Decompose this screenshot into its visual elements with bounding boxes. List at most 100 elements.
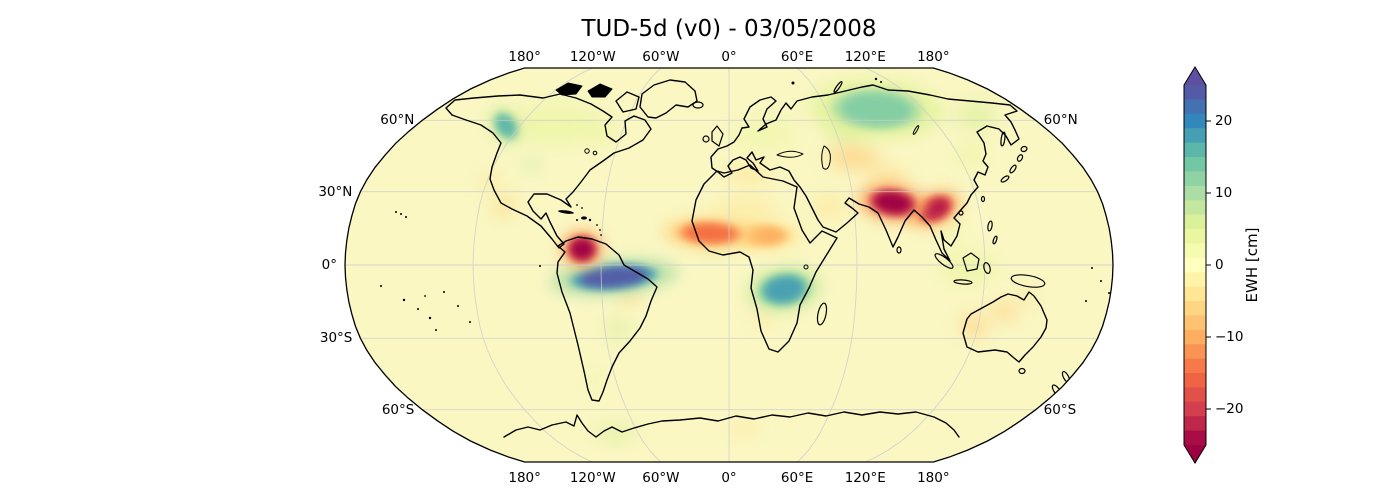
new-guinea [1010,274,1046,288]
anomaly-central-asia [827,145,881,170]
anomaly-tarim-tibet [871,169,908,186]
lon-label-top-180e: 180° [917,49,950,65]
figure-title: TUD-5d (v0) - 03/05/2008 [581,16,877,42]
colorbar-tick-20: 20 [1215,113,1233,129]
lakes [584,125,920,270]
japan-north-honshu [1016,154,1024,162]
hainan [958,210,964,216]
coast-eurasia [710,84,1020,262]
anomaly-northeast-china [954,143,986,167]
anomaly-mediterranean [725,165,773,184]
anomaly-cape-york [1021,289,1034,304]
japan-honshu [1009,164,1017,174]
svalbard [791,81,795,85]
coast-australia [962,291,1048,363]
lon-label-bottom-120e: 120°E [844,470,886,486]
lon-label-top-120w: 120°W [569,49,616,65]
lon-label-bottom-60e: 60°E [780,470,814,486]
great-lake-east [592,150,598,156]
coast-greenland [639,79,698,119]
coast-south-america [556,236,658,402]
anomaly-maritime-continent [938,251,998,284]
lon-label-bottom-180e: 180° [917,470,950,486]
islands-small [380,77,1110,331]
anomaly-dronning-maud-land [730,422,759,436]
lon-label-bottom-0: 0° [721,470,737,486]
colorbar-outline [1183,66,1207,464]
taiwan [980,195,986,203]
colorbar-tick-10: 10 [1215,185,1233,201]
lat-label-left-30s: 30°S [319,330,353,347]
sri-lanka [896,246,902,254]
cuba [558,210,574,214]
tasmania [1018,367,1026,375]
colorbar-tick-m10: −10 [1215,329,1244,345]
coast-arctic-archipelago [555,82,613,98]
hispaniola [581,216,587,220]
anomaly-west-antarctica [594,425,637,442]
anomaly-australia-north [991,302,1017,321]
great-lake-west [584,148,590,154]
black-sea [776,150,804,158]
coast-baffin-island [615,91,640,113]
anomaly-venezuela-orinoco [559,229,605,269]
colorbar-tick-marks [1206,120,1211,410]
galapagos [539,265,541,267]
anomaly-mexico [492,196,517,217]
lon-label-top-180w: 180° [508,49,541,65]
anomaly-canada-shield [513,104,598,146]
philippines-mindanao [992,235,998,245]
anomaly-east-siberia [956,102,997,130]
novaya-zemlya [833,81,843,93]
anomaly-patagonia [587,368,599,392]
anomaly-parana-south-brazil [604,317,630,341]
colorbar-gradient [1184,67,1206,463]
colorbar-axis-label: EWH [cm] [1243,227,1261,303]
lat-label-left-30n: 30°N [318,183,353,200]
japan-hokkaido [1020,145,1028,153]
lake-victoria [803,264,809,270]
anomaly-himalaya-ganges [857,182,928,223]
philippines-luzon [987,220,993,232]
lon-label-bottom-180w: 180° [508,470,541,486]
iceland [692,101,704,109]
lat-label-left-60s: 60°S [381,401,415,418]
colorbar-tick-0: 0 [1215,257,1224,273]
anomaly-british-columbia [488,106,524,146]
sumatra [934,253,954,269]
borneo [962,252,980,272]
caspian-sea [821,145,831,170]
lake-baikal [912,125,920,135]
lat-label-left-0: 0° [321,257,337,273]
ewh-anomaly-layer [480,78,1034,442]
coast-north-america [445,93,652,249]
coast-africa [691,164,838,353]
lat-label-right-60s: 60°S [1043,401,1077,418]
anomaly-arabia [812,194,846,218]
ireland [702,135,710,143]
anomaly-congo-zambezi [746,265,823,314]
map-boundary [344,67,1114,463]
anomaly-quebec [586,117,615,146]
lon-label-bottom-120w: 120°W [569,470,616,486]
java [953,279,973,285]
anomaly-central-us [523,158,540,172]
sakhalin [1000,131,1006,147]
lat-label-right-60n: 60°N [1043,112,1078,129]
lon-label-top-0: 0° [721,49,737,65]
lon-label-top-60w: 60°W [642,49,680,65]
lon-label-top-120e: 120°E [844,49,886,65]
anomaly-australia-west [961,314,987,338]
lon-label-top-60e: 60°E [780,49,814,65]
anomaly-central-siberia [808,78,945,141]
anomaly-namibia [751,309,773,328]
lon-label-bottom-60w: 60°W [642,470,680,486]
lat-label-left-60n: 60°N [380,112,415,129]
colorbar [1183,66,1211,464]
hawaii [395,211,397,213]
coast-antarctica [503,411,960,438]
sulawesi [983,262,991,274]
great-britain [711,125,724,147]
